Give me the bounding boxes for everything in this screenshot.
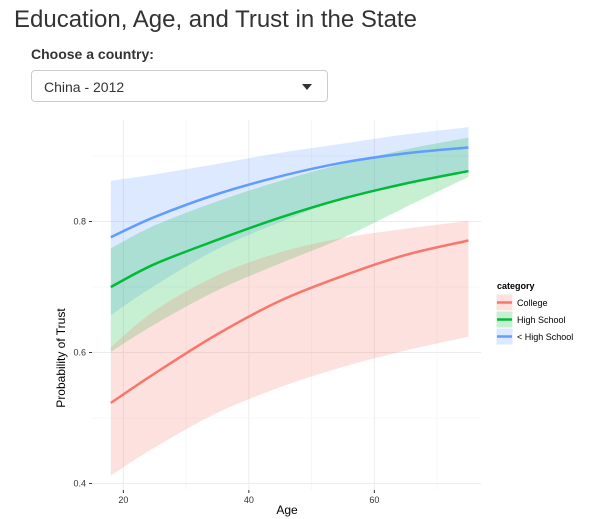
chevron-down-icon[interactable]: [302, 84, 312, 90]
page-title: Education, Age, and Trust in the State: [14, 6, 417, 33]
legend-label: College: [517, 298, 548, 308]
legend-label: High School: [517, 315, 566, 325]
x-axis-label: Age: [276, 503, 298, 517]
trust-chart: 20 40 60 0.4 0.6 0.8 Age Probability of Trust…: [54, 120, 573, 517]
legend-label: < High School: [517, 332, 573, 342]
y-tick-label: 0.6: [73, 347, 86, 357]
series-line-high-school: [110, 146, 469, 239]
country-select-label: Choose a country:: [31, 46, 154, 62]
confidence-band-college: [110, 220, 469, 476]
x-tick-label: 20: [118, 495, 128, 505]
confidence-band-high-school: [110, 137, 469, 352]
x-tick-label: 60: [369, 495, 379, 505]
y-tick-label: 0.4: [73, 478, 86, 488]
y-tick-label: 0.8: [73, 217, 86, 227]
confidence-band-high-school: [110, 127, 469, 316]
country-select-value: China - 2012: [44, 79, 125, 95]
x-tick-label: 40: [244, 495, 254, 505]
legend-title: category: [497, 281, 535, 291]
series-line-college: [110, 239, 469, 404]
series-line-high-school: [110, 169, 469, 289]
y-axis-label: Probability of Trust: [54, 308, 68, 408]
country-select[interactable]: China - 2012: [31, 70, 328, 102]
